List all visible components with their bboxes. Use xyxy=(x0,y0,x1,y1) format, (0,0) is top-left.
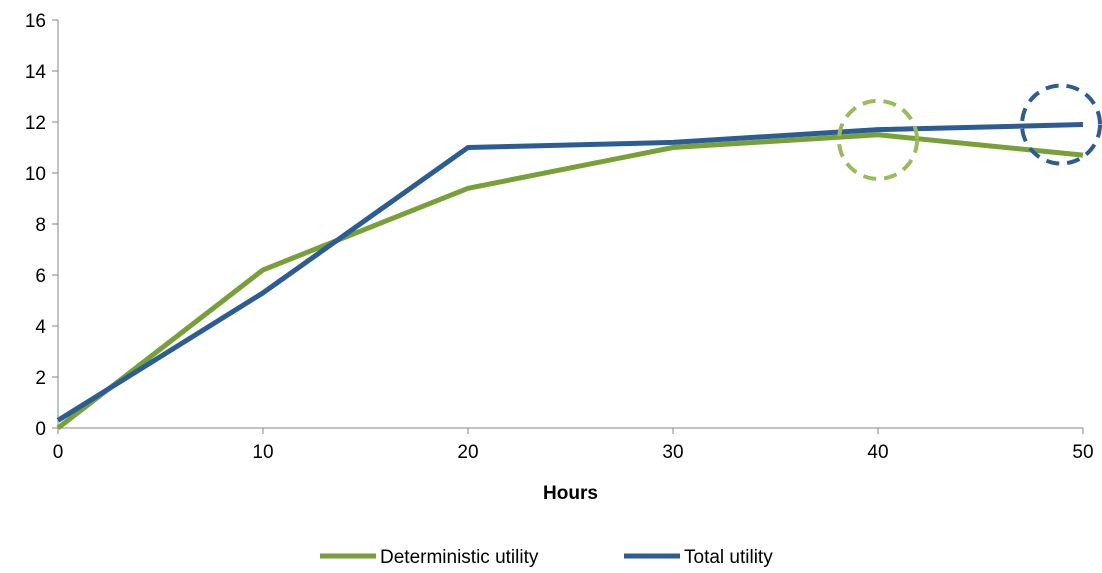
x-tick-label: 0 xyxy=(53,442,64,463)
x-tick-label: 40 xyxy=(867,442,888,463)
legend-label: Deterministic utility xyxy=(380,547,539,568)
x-axis-ticks: 0 10 20 30 40 50 xyxy=(53,428,1094,463)
y-tick-label: 16 xyxy=(25,11,46,32)
series-line-total-utility xyxy=(56,122,1084,423)
x-axis-title: Hours xyxy=(543,483,598,504)
y-tick-label: 0 xyxy=(35,419,46,440)
series-line-deterministic-utility xyxy=(56,132,1084,430)
y-tick-label: 8 xyxy=(35,215,46,236)
x-tick-label: 10 xyxy=(252,442,273,463)
series-layer xyxy=(56,122,1084,430)
y-tick-label: 2 xyxy=(35,368,46,389)
x-tick-label: 20 xyxy=(457,442,478,463)
highlight-circle-deterministic-utility xyxy=(837,98,919,181)
legend-label: Total utility xyxy=(684,547,773,568)
y-tick-label: 10 xyxy=(25,164,46,185)
highlight-layer xyxy=(837,83,1102,181)
y-tick-label: 6 xyxy=(35,266,46,287)
x-tick-label: 30 xyxy=(662,442,683,463)
y-tick-label: 4 xyxy=(35,317,46,338)
y-tick-label: 14 xyxy=(25,62,47,83)
legend: Deterministic utility Total utility xyxy=(320,547,773,568)
highlight-circle-total-utility xyxy=(1020,83,1102,166)
x-tick-label: 50 xyxy=(1072,442,1093,463)
y-tick-label: 12 xyxy=(25,113,46,134)
y-axis-ticks: 0 2 4 6 8 10 12 14 16 xyxy=(25,11,58,440)
